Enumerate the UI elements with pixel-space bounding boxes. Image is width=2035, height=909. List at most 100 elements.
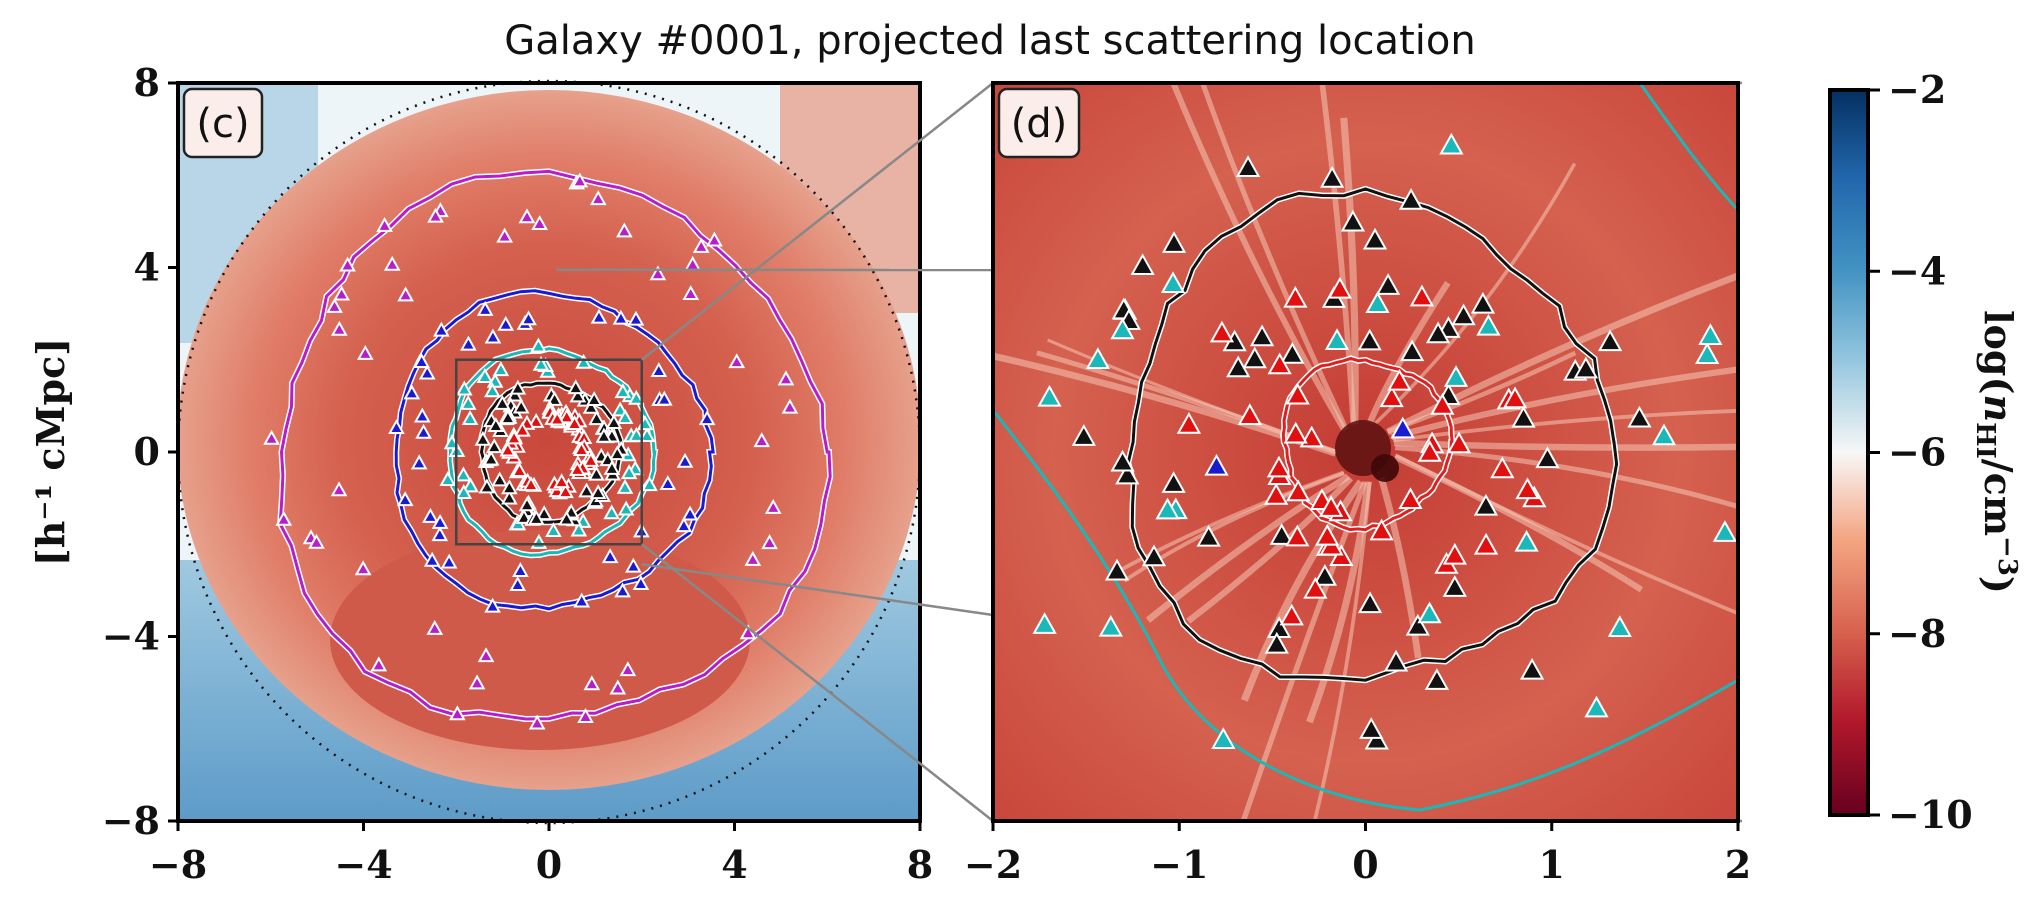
- panel-c-scatter-marker: [431, 526, 449, 542]
- panel-c-scatter-marker: [570, 521, 588, 537]
- panel-c-scatter-marker: [589, 484, 607, 500]
- panel-c-scatter-marker: [582, 398, 600, 414]
- panel-c-scatter-marker: [531, 215, 549, 231]
- panel-c-scatter-marker: [628, 426, 645, 442]
- panel-c-label-box: (c): [182, 87, 264, 159]
- panel-d-scatter-marker: [1110, 317, 1135, 340]
- colorbar-tick-label: −8: [1888, 611, 1946, 656]
- panel-c-scatter-marker: [461, 410, 479, 426]
- panel-d-filament: [1390, 366, 1738, 441]
- colorbar-gradient: [1828, 88, 1870, 817]
- panel-c-scatter-marker: [509, 576, 527, 592]
- panel-c-scatter-marker: [413, 407, 431, 423]
- panel-d-scatter-marker: [1267, 352, 1292, 375]
- panel-d-scatter-marker: [1446, 431, 1472, 454]
- panel-d-scatter-marker: [1651, 423, 1677, 446]
- panel-d-scatter-marker: [1098, 614, 1123, 637]
- panel-c-scatter-marker: [333, 285, 351, 301]
- panel-c-scatter-marker: [616, 478, 634, 494]
- panel-d-filament: [1170, 83, 1348, 433]
- panel-c-scatter-marker: [557, 483, 574, 499]
- panel-d-cyan-contour: [1638, 83, 1738, 212]
- panel-c-scatter-marker: [455, 484, 473, 499]
- panel-d-scatter-marker: [1176, 411, 1202, 434]
- panel-c-scatter-marker: [588, 465, 605, 481]
- panel-c-scatter-marker: [413, 353, 430, 368]
- panel-c-scatter-marker: [627, 389, 645, 405]
- panel-d-scatter-marker: [1515, 477, 1540, 500]
- panel-c-scatter-marker: [476, 300, 494, 316]
- panel-c-scatter-marker: [512, 562, 529, 578]
- panel-d-scatter-marker: [1476, 313, 1501, 336]
- panel-c-scatter-marker: [706, 231, 723, 247]
- panel-c-ytick-label: 0: [134, 429, 160, 474]
- panel-c-scatter-marker: [354, 560, 372, 576]
- panel-c-scatter-marker: [617, 500, 635, 516]
- panel-d-xtick-label: 2: [1725, 842, 1751, 887]
- panel-c-scatter-marker: [478, 478, 496, 494]
- panel-c-scatter-marker: [427, 207, 444, 223]
- panel-d-scatter-marker: [1417, 440, 1442, 462]
- panel-d-scatter-marker: [1379, 385, 1404, 408]
- panel-d-filament: [1393, 454, 1644, 593]
- panel-c-inset-box: [455, 358, 643, 546]
- panel-c-scatter-marker: [612, 309, 630, 325]
- panel-c-scatter-marker: [308, 533, 325, 549]
- panel-c-scatter-marker: [605, 414, 623, 429]
- panel-c-scatter-marker: [455, 466, 472, 482]
- panel-d-filament: [1199, 83, 1349, 431]
- panel-c-scatter-marker: [548, 410, 566, 426]
- panel-c-scatter-marker: [532, 355, 550, 371]
- panel-d-scatter-marker: [1398, 187, 1424, 210]
- panel-c-scatter-marker: [418, 364, 436, 380]
- panel-d-xtick-label: −1: [1150, 842, 1208, 887]
- panel-c-scatter-marker: [698, 410, 716, 426]
- panel-d-scatter-marker: [1442, 542, 1467, 565]
- panel-d-scatter-marker: [1573, 356, 1599, 379]
- panel-c-scatter-marker: [482, 450, 500, 466]
- panel-d-scatter-marker: [1369, 518, 1394, 541]
- panel-c-scatter-marker: [577, 707, 594, 723]
- panel-c-scatter-marker: [511, 462, 528, 477]
- panel-c-scatter-marker: [487, 417, 505, 433]
- panel-c-scatter-marker: [575, 353, 592, 369]
- panel-c-scatter-marker: [397, 286, 414, 302]
- panel-c-scatter-marker: [595, 427, 613, 443]
- panel-d-scatter-marker: [1584, 695, 1609, 718]
- panel-d-scatter-marker: [1037, 384, 1062, 407]
- colorbar: −2 −4 −6 −8 −10 log(nHI/cm−3): [1828, 67, 2022, 837]
- panel-d-scatter-marker: [1425, 321, 1451, 344]
- panel-c-scatter-marker: [603, 459, 621, 475]
- panel-d-scatter-marker: [1318, 495, 1344, 517]
- panel-d-scatter-marker: [1160, 271, 1186, 294]
- panel-d-scatter-marker: [1398, 487, 1423, 510]
- panel-c-scatter-marker: [426, 619, 444, 635]
- panel-d-scatter-marker: [1519, 657, 1545, 680]
- panel-c-scatter-marker: [530, 337, 547, 353]
- panel-c-scatter-marker: [514, 421, 531, 437]
- panel-c-scatter-marker: [500, 489, 518, 505]
- panel-c-scatter-marker: [619, 661, 637, 677]
- panel-d-scatter-marker: [1439, 132, 1464, 155]
- panel-c-xtick-label: 4: [721, 842, 747, 887]
- panel-d-scatter-marker: [1283, 285, 1308, 308]
- panel-c-scatter-marker: [370, 656, 388, 672]
- panel-d-scatter-marker: [1283, 421, 1308, 444]
- panel-c-scatter-marker: [566, 414, 583, 430]
- panel-d-scatter-marker: [1324, 328, 1350, 350]
- panel-c-scatter-marker: [614, 383, 632, 399]
- panel-c-scatter-marker: [484, 382, 501, 398]
- panel-c-xtick-label: −4: [334, 842, 392, 887]
- panel-d-scatter-marker: [1405, 613, 1430, 636]
- panel-c-scatter-marker: [505, 429, 523, 445]
- panel-c-scatter-marker: [608, 445, 626, 461]
- panel-c-scatter-marker: [609, 679, 627, 695]
- panel-d-scatter-marker: [1279, 603, 1304, 626]
- panel-d-scatter-marker: [1110, 449, 1135, 472]
- panel-c-scatter-marker: [520, 310, 537, 326]
- panel-d-scatter-marker: [1597, 329, 1623, 352]
- panel-d-scatter-marker: [1130, 253, 1155, 276]
- panel-d-scatter-marker: [1269, 523, 1294, 545]
- panel-c-scatter-marker: [388, 419, 405, 434]
- panel-d-scatter-marker: [1470, 291, 1496, 314]
